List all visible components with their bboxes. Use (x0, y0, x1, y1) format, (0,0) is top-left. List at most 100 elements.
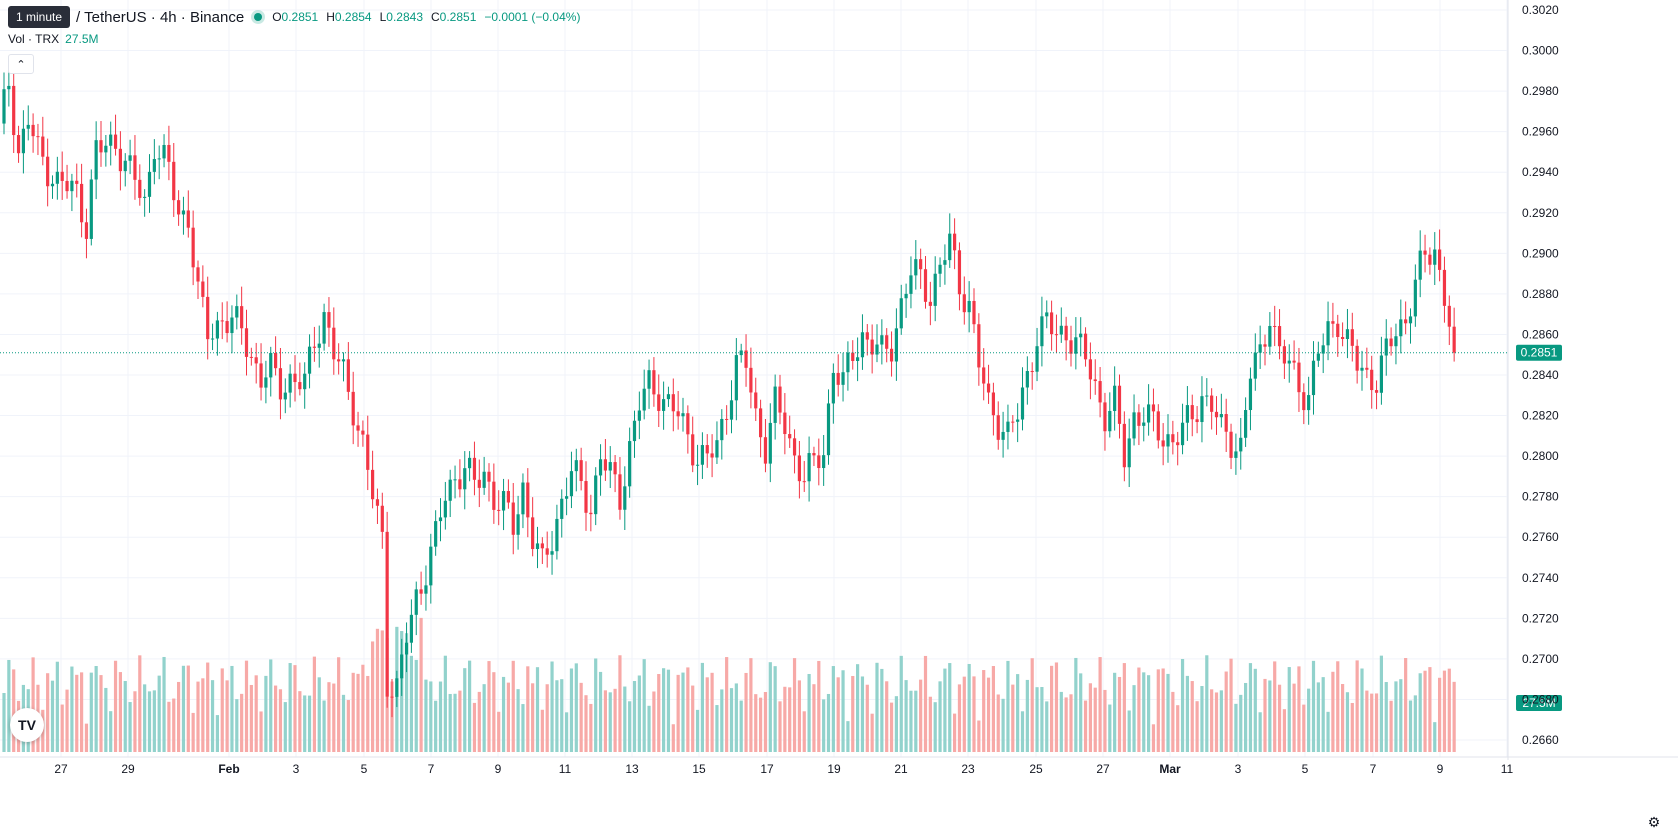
candle-body (933, 273, 937, 306)
time-tick-label: 25 (1029, 762, 1043, 776)
volume-bar (104, 687, 108, 752)
price-tick-label: 0.2780 (1522, 490, 1559, 504)
gear-icon[interactable]: ⚙ (1647, 814, 1661, 830)
volume-legend: Vol · TRX 27.5M (8, 32, 99, 46)
candle-body (725, 418, 729, 420)
candle-body (642, 388, 646, 411)
volume-bar (419, 617, 423, 752)
volume-bar (540, 709, 544, 752)
time-tick-label: 7 (428, 762, 435, 776)
candle-body (1365, 367, 1369, 370)
volume-bar (957, 684, 962, 752)
candle-body (50, 183, 55, 187)
candle-body (1122, 423, 1126, 468)
volume-bar (1326, 711, 1330, 752)
volume-bar (710, 672, 714, 752)
volume-bar (118, 672, 122, 752)
volume-bar (1176, 705, 1180, 752)
volume-bar (191, 712, 195, 752)
ohlc-open: O0.2851 (272, 10, 319, 24)
candle-body (729, 400, 734, 420)
volume-bar (75, 674, 79, 752)
volume-bar (759, 697, 763, 752)
volume-bar (65, 689, 69, 752)
volume-bar (1379, 655, 1383, 752)
candle-body (1151, 404, 1156, 412)
candle-body (822, 455, 826, 469)
volume-bar (1020, 711, 1025, 752)
collapse-legend-button[interactable]: ⌃ (8, 54, 34, 74)
volume-bar (1161, 668, 1165, 752)
volume-bar (99, 675, 103, 752)
volume-bar (865, 684, 869, 752)
volume-bar (1205, 655, 1209, 752)
candle-body (21, 128, 25, 154)
volume-bar (1282, 709, 1286, 752)
candle-body (1035, 346, 1039, 372)
candle-body (1166, 434, 1170, 447)
volume-bar (1210, 689, 1214, 752)
market-status-icon[interactable] (254, 13, 263, 21)
volume-bar (1137, 667, 1141, 752)
volume-bar (1365, 690, 1369, 752)
candle-body (332, 327, 336, 360)
volume-bar (729, 688, 734, 752)
candle-body (201, 281, 205, 297)
candle-body (846, 352, 850, 373)
volume-bar (94, 666, 98, 752)
volume-bar (1350, 702, 1354, 752)
candle-body (812, 453, 816, 456)
candle-body (1132, 412, 1136, 439)
volume-bar (1418, 673, 1422, 752)
tradingview-logo-icon[interactable]: TV (10, 708, 44, 742)
volume-bar (453, 693, 457, 752)
candle-body (400, 654, 404, 679)
candle-body (1079, 333, 1083, 338)
volume-bar (642, 659, 646, 752)
volume-bar (409, 655, 413, 752)
candle-body (167, 144, 171, 162)
volume-bar (933, 702, 937, 752)
price-axis[interactable]: 0.3020 0.3000 0.2980 0.2960 0.2940 0.2920 0.29… (1507, 0, 1559, 760)
time-tick-label: 23 (961, 762, 975, 776)
candle-body (1117, 385, 1122, 424)
volume-bar (632, 681, 637, 752)
candle-body (899, 298, 903, 329)
price-tick-label: 0.2940 (1522, 165, 1559, 179)
volume-bar (220, 668, 224, 752)
candle-body (1331, 321, 1335, 324)
volume-bar (1098, 657, 1102, 752)
time-tick-label: 27 (54, 762, 68, 776)
candle-body (841, 372, 845, 385)
volume-bar (695, 709, 700, 752)
candle-body (962, 294, 966, 313)
volume-bar (1190, 681, 1194, 752)
candle-body (1219, 414, 1223, 418)
volume-bar (943, 668, 947, 752)
candle-body (691, 434, 695, 466)
current-volume-badge (1516, 695, 1562, 711)
candle-body (851, 352, 855, 361)
volume-bar (1248, 663, 1253, 752)
volume-bar (768, 662, 772, 752)
current-price-label: 0.2851 (1521, 346, 1558, 360)
volume-bar (569, 668, 574, 752)
candle-body (375, 499, 380, 506)
symbol-title[interactable]: / TetherUS · 4h · Binance (76, 8, 245, 26)
volume-bar (477, 691, 481, 752)
time-tick-label: 13 (625, 762, 639, 776)
volume-bar (1122, 663, 1126, 752)
price-tick-label: 0.2760 (1522, 530, 1559, 544)
volume-bar (361, 664, 365, 752)
candle-body (1176, 442, 1180, 446)
candle-body (429, 546, 433, 586)
time-axis[interactable]: 27 29 Feb 3 5 7 9 11 13 15 17 19 21 23 25 27 Mar 3 5 7 9 11 (0, 756, 1678, 776)
candle-body (84, 222, 89, 239)
volume-bar (1050, 665, 1054, 752)
volume-bar (434, 700, 438, 752)
candle-body (113, 134, 118, 149)
volume-bar (511, 660, 515, 752)
time-tick-label: 5 (361, 762, 368, 776)
candle-body (1253, 352, 1257, 379)
